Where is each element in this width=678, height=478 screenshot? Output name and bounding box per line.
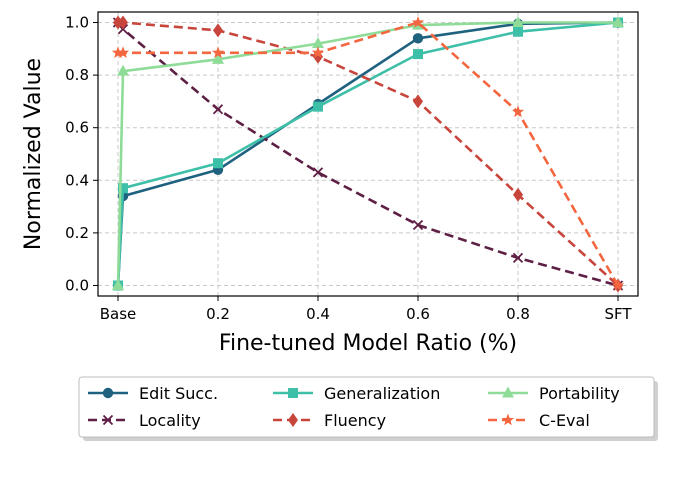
axis-ticks: Base 0.2 0.4 0.6 0.8 SFT 0.0 0.2 0.4 0.6 0.8 1.0 <box>65 14 632 323</box>
legend-marker <box>502 386 514 398</box>
x-tick-label: SFT <box>604 305 632 323</box>
x-tick-label: 0.8 <box>506 305 530 323</box>
plot-frame <box>97 11 639 297</box>
data-point <box>111 46 125 59</box>
legend-label: Fluency <box>324 411 386 430</box>
y-tick-label: 0.6 <box>65 119 89 137</box>
legend: Edit Succ. Locality Generalization Fluency P… <box>78 376 658 441</box>
x-tick-label: 0.2 <box>206 305 230 323</box>
grid <box>98 12 638 296</box>
series-fluency <box>113 15 623 293</box>
legend-marker <box>288 388 298 398</box>
data-point <box>112 278 124 290</box>
data-point <box>612 16 624 28</box>
series-layer <box>111 15 625 293</box>
series-c-eval <box>111 16 625 291</box>
legend-item: Fluency <box>273 411 386 430</box>
legend-item: Edit Succ. <box>88 384 218 403</box>
data-point <box>118 15 128 30</box>
y-tick-label: 0.0 <box>65 276 89 294</box>
data-point <box>411 16 425 28</box>
data-point <box>117 64 129 76</box>
data-point <box>212 52 224 64</box>
y-tick-label: 1.0 <box>65 14 89 32</box>
data-point <box>412 219 424 231</box>
legend-marker <box>288 413 298 427</box>
x-tick-label: 0.6 <box>406 305 430 323</box>
legend-label: Generalization <box>324 384 440 403</box>
data-point <box>212 104 224 115</box>
data-point <box>513 26 523 37</box>
series-line <box>116 21 618 286</box>
legend-label: C-Eval <box>539 411 590 430</box>
series-locality <box>112 17 624 291</box>
legend-item: Portability <box>488 384 620 403</box>
data-point <box>211 46 225 59</box>
legend-label: Locality <box>139 411 201 430</box>
data-point <box>413 94 423 109</box>
data-point <box>611 278 625 291</box>
legend-marker <box>102 387 114 399</box>
x-tick-label: Base <box>100 305 137 323</box>
data-point <box>213 23 223 38</box>
legend-marker <box>102 414 114 426</box>
data-point <box>413 49 423 60</box>
data-point <box>412 33 424 44</box>
series-generalization <box>113 17 623 291</box>
legend-item: Locality <box>88 411 201 430</box>
data-point <box>513 187 523 202</box>
data-point <box>312 37 324 49</box>
data-point <box>512 16 524 28</box>
data-point <box>512 252 524 264</box>
legend-label: Portability <box>539 384 620 403</box>
legend-label: Edit Succ. <box>139 384 218 403</box>
data-point <box>213 158 223 169</box>
legend-marker <box>501 413 515 426</box>
series-portability <box>112 16 624 290</box>
data-point <box>116 46 130 59</box>
y-axis-label: Normalized Value <box>21 58 46 250</box>
y-tick-label: 0.4 <box>65 171 89 189</box>
legend-item: C-Eval <box>488 411 590 430</box>
data-point <box>511 105 525 118</box>
y-tick-label: 0.2 <box>65 224 89 242</box>
x-tick-label: 0.4 <box>306 305 330 323</box>
data-point <box>312 167 324 178</box>
legend-item: Generalization <box>273 384 440 403</box>
data-point <box>118 183 128 194</box>
y-tick-label: 0.8 <box>65 66 89 84</box>
data-point <box>311 46 325 59</box>
data-point <box>313 101 323 112</box>
x-axis-label: Fine-tuned Model Ratio (%) <box>219 331 517 356</box>
series-edit-succ <box>112 17 624 291</box>
